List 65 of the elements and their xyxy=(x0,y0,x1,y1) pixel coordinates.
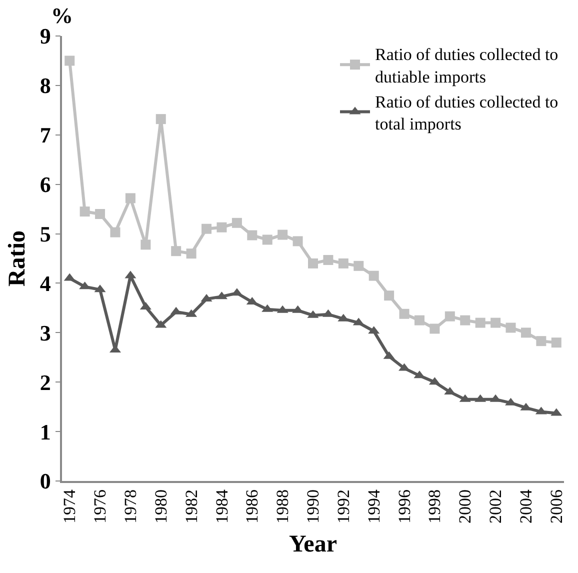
y-tick-label: 0 xyxy=(40,468,51,494)
point xyxy=(64,56,75,66)
point xyxy=(186,248,196,259)
point xyxy=(368,270,379,281)
x-tick-label: 1994 xyxy=(364,489,384,524)
point xyxy=(171,246,182,256)
point xyxy=(475,318,486,328)
point xyxy=(232,218,242,228)
x-tick-label: 1984 xyxy=(212,489,232,524)
point xyxy=(216,222,227,232)
point xyxy=(278,230,288,240)
point xyxy=(323,254,334,265)
point xyxy=(95,209,106,219)
point xyxy=(536,336,546,346)
point xyxy=(444,311,455,322)
point xyxy=(156,114,166,124)
point xyxy=(125,193,136,204)
point xyxy=(247,230,258,240)
legend-label: Ratio of duties collected to dutiable imports xyxy=(375,45,558,86)
x-tick-label: 1986 xyxy=(242,490,262,524)
point xyxy=(490,318,501,328)
point xyxy=(292,236,303,246)
point xyxy=(384,290,394,301)
y-tick-label: 2 xyxy=(40,370,51,395)
y-tick-label: 7 xyxy=(40,122,51,148)
legend-label: Ratio of duties collected to total imports xyxy=(375,92,558,134)
x-tick-label: 1992 xyxy=(334,490,353,524)
point xyxy=(430,324,440,334)
x-tick-label: 1982 xyxy=(182,490,201,524)
y-tick-label: 4 xyxy=(40,270,51,296)
y-tick-label: 1 xyxy=(40,419,51,444)
point xyxy=(110,227,120,238)
text: % xyxy=(51,3,73,28)
y-axis-title: Ratio xyxy=(4,230,30,286)
point xyxy=(262,234,272,245)
x-tick-label: 2004 xyxy=(516,489,536,524)
x-tick-label: 1996 xyxy=(394,490,414,524)
x-tick-label: 2006 xyxy=(546,490,566,524)
x-tick-label: 1978 xyxy=(120,490,140,524)
point xyxy=(202,224,212,234)
point xyxy=(460,315,470,326)
point xyxy=(308,258,318,268)
x-axis-title: Year xyxy=(289,531,338,558)
x-tick-label: 1976 xyxy=(90,490,110,524)
point xyxy=(140,240,151,250)
point xyxy=(551,338,562,348)
point xyxy=(80,206,90,217)
point xyxy=(338,258,348,268)
point xyxy=(506,322,516,333)
x-tick-label: 1988 xyxy=(273,490,292,524)
point xyxy=(520,328,531,338)
x-tick-label: 2000 xyxy=(456,490,475,524)
y-tick-label: 5 xyxy=(40,221,51,246)
x-tick-label: 1980 xyxy=(151,490,170,524)
y-tick-label: 6 xyxy=(40,172,51,198)
y-tick-label: 8 xyxy=(40,73,51,98)
point xyxy=(354,260,364,271)
y-tick-label: 3 xyxy=(40,320,51,346)
point xyxy=(399,308,410,319)
point xyxy=(414,315,424,326)
x-tick-label: 1974 xyxy=(60,489,80,524)
x-tick-label: 1990 xyxy=(304,490,323,524)
x-tick-label: 2002 xyxy=(486,490,506,524)
x-tick-label: 1998 xyxy=(425,490,444,524)
y-tick-label: 9 xyxy=(40,24,51,49)
